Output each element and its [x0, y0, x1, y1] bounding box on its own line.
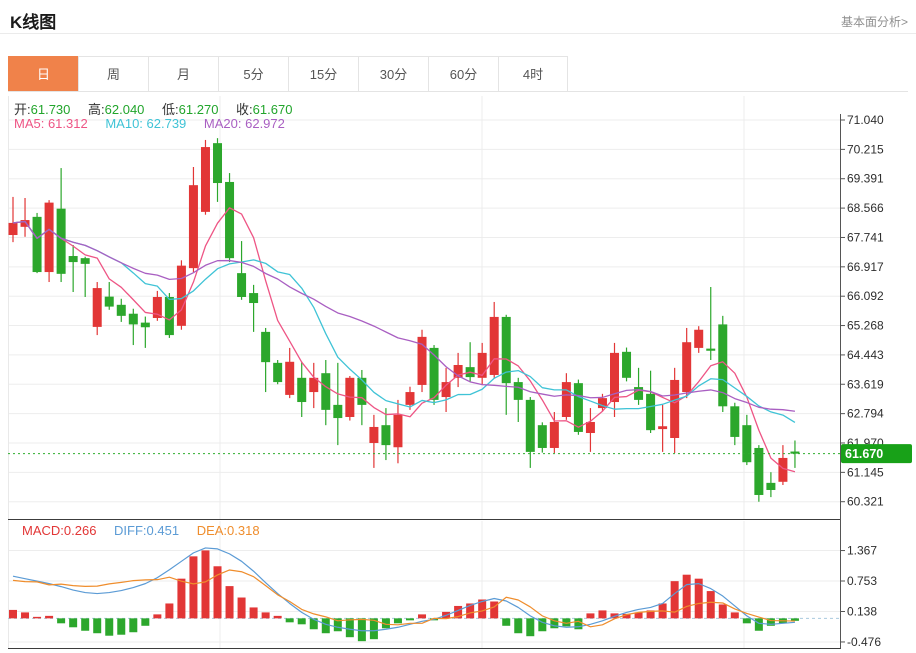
ohlc-legend: 开:61.730 高:62.040 低:61.270 收:61.670: [14, 99, 306, 118]
ma10-value: MA10: 62.739: [105, 116, 187, 131]
tab-60分[interactable]: 60分: [428, 56, 498, 91]
axis-tick-label: 60.321: [847, 495, 884, 509]
current-price-tag-label: 61.670: [845, 447, 883, 461]
ma-lines: [12, 207, 796, 473]
axis-tick-label: 71.040: [847, 113, 884, 127]
tab-30分[interactable]: 30分: [358, 56, 428, 91]
low-value: 61.270: [178, 102, 219, 117]
axis-tick-label: 70.215: [847, 142, 884, 156]
close-value: 61.670: [252, 102, 293, 117]
close-pair: 收:61.670: [236, 102, 292, 117]
axes: 71.040 70.215 69.391 68.566 67.741 66.917 66.0…: [8, 113, 884, 649]
ma5-value: MA5: 61.312: [14, 116, 88, 131]
low-pair: 低:61.270: [162, 102, 218, 117]
axis-tick-label: 65.268: [847, 319, 884, 333]
current-price-tag: [841, 444, 912, 464]
tab-周[interactable]: 周: [78, 56, 148, 91]
page-title: K线图: [10, 13, 57, 32]
candlestick-layer: [8, 138, 800, 502]
macd-lines: [12, 547, 795, 632]
axis-tick-label: 66.092: [847, 289, 884, 303]
dea-value: DEA:0.318: [196, 523, 260, 538]
ma20-value: MA20: 62.972: [203, 116, 285, 131]
high-label: 高:: [88, 102, 105, 117]
open-label: 开:: [14, 102, 31, 117]
axis-tick-label: 63.619: [847, 377, 884, 391]
axis-tick-label: 66.917: [847, 260, 884, 274]
tab-15分[interactable]: 15分: [288, 56, 358, 91]
fundamental-analysis-link[interactable]: 基本面分析>: [840, 15, 908, 29]
period-tab-bar: 日周月 5分 15分 30分 60分 4时: [8, 56, 908, 92]
axis-tick-label: 62.794: [847, 407, 884, 421]
macd-value: MACD:0.266: [22, 523, 97, 538]
macd-histogram: [9, 550, 799, 642]
diff-value: DIFF:0.451: [114, 523, 180, 538]
tab-4时[interactable]: 4时: [498, 56, 568, 91]
tab-日[interactable]: 日: [8, 56, 78, 91]
axis-tick-label: 0.753: [847, 574, 877, 588]
ma-legend: MA5: 61.312 MA10: 62.739 MA20: 62.972: [14, 116, 299, 131]
axis-tick-label: 1.367: [847, 544, 877, 558]
axis-tick-label: 64.443: [847, 348, 884, 362]
open-value: 61.730: [30, 102, 71, 117]
axis-tick-label: 0.138: [847, 605, 877, 619]
title-divider: [0, 33, 916, 34]
open-pair: 开:61.730: [14, 102, 70, 117]
tab-5分[interactable]: 5分: [218, 56, 288, 91]
high-value: 62.040: [104, 102, 145, 117]
axis-tick-label: 61.145: [847, 465, 884, 479]
axis-tick-label: 67.741: [847, 230, 884, 244]
close-label: 收:: [236, 102, 253, 117]
tab-月[interactable]: 月: [148, 56, 218, 91]
high-pair: 高:62.040: [88, 102, 144, 117]
macd-legend: MACD:0.266 DIFF:0.451 DEA:0.318: [22, 523, 274, 538]
low-label: 低:: [162, 102, 179, 117]
axis-tick-label: 68.566: [847, 201, 884, 215]
axis-tick-label: 69.391: [847, 172, 884, 186]
axis-tick-label: -0.476: [847, 635, 881, 649]
